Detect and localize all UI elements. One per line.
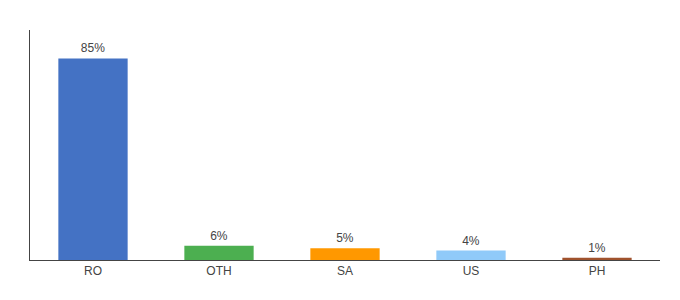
svg-text:RO: RO [84,264,102,278]
svg-text:6%: 6% [210,229,228,243]
svg-text:US: US [463,264,480,278]
svg-text:SA: SA [337,264,353,278]
svg-text:PH: PH [589,264,606,278]
svg-text:5%: 5% [336,231,354,245]
svg-text:4%: 4% [462,234,480,248]
svg-text:85%: 85% [81,41,105,55]
svg-text:1%: 1% [588,241,606,255]
svg-text:OTH: OTH [206,264,231,278]
